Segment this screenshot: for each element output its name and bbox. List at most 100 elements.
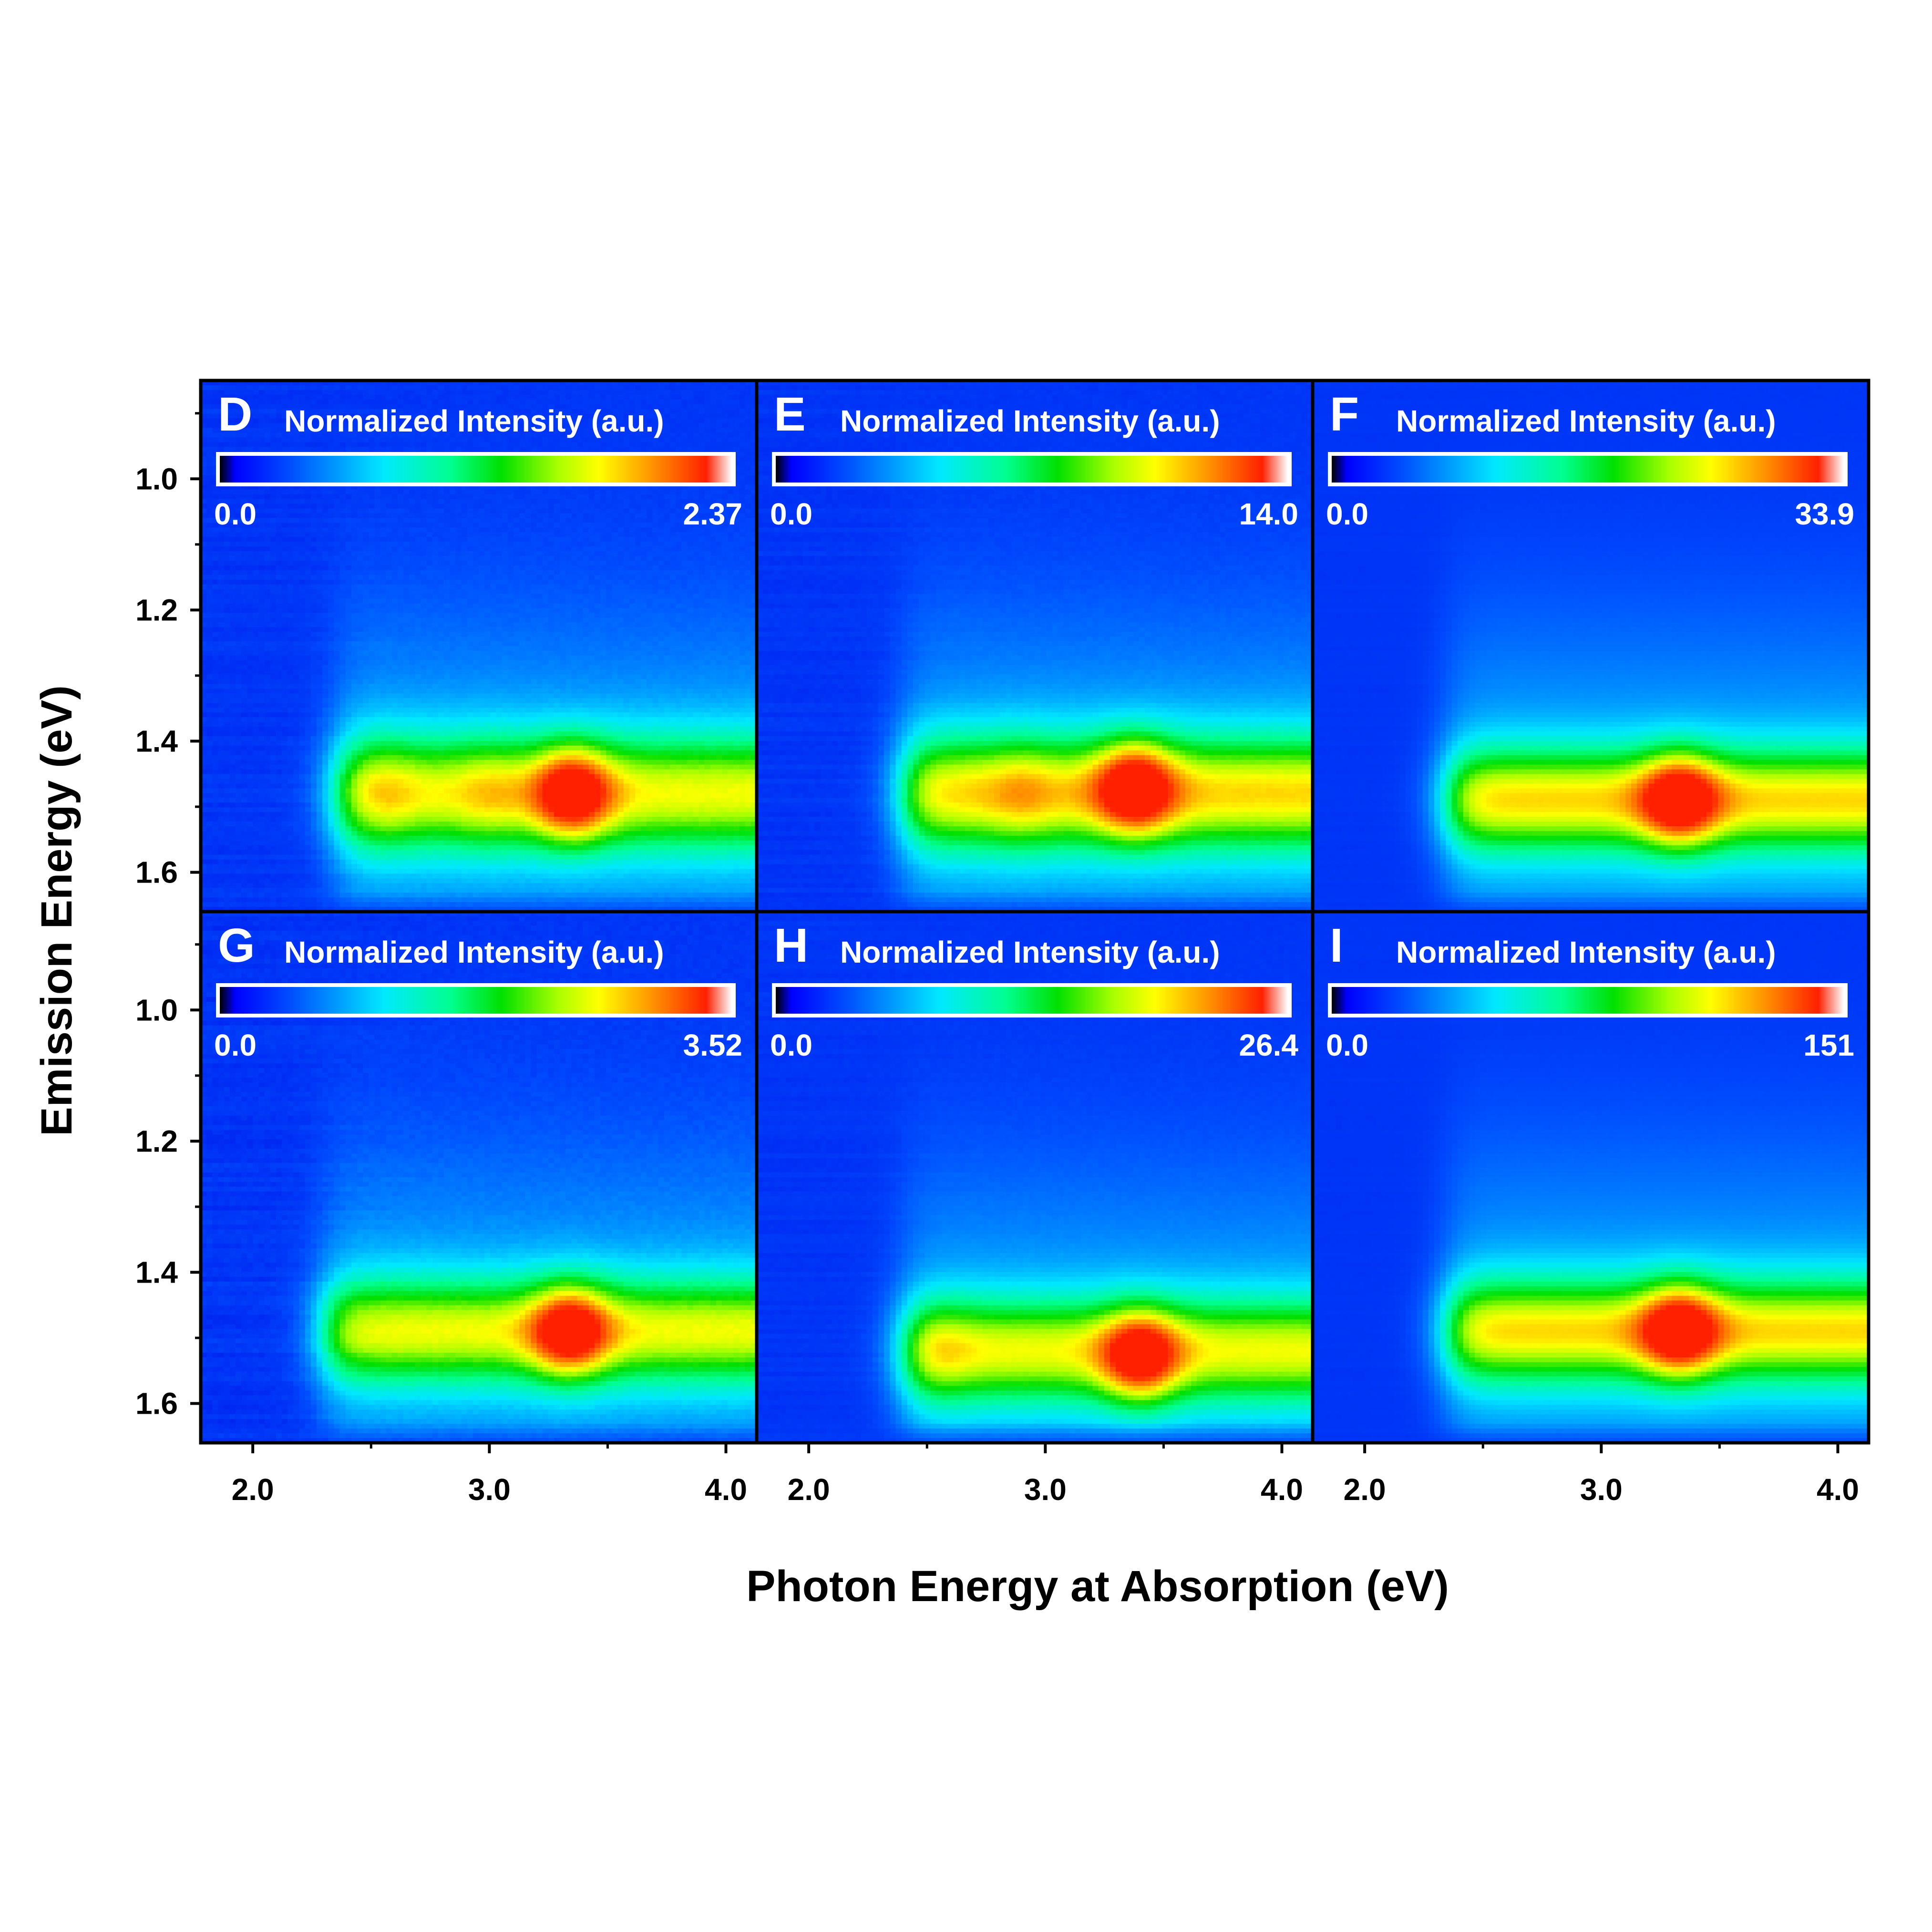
heatmap-cell <box>288 575 294 580</box>
heatmap-cell <box>525 532 531 537</box>
heatmap-cell <box>363 542 369 547</box>
heatmap-cell <box>664 570 670 575</box>
heatmap-cell <box>369 499 375 504</box>
heatmap-cell <box>479 622 485 627</box>
heatmap-cell <box>346 585 352 590</box>
heatmap-cell <box>658 542 665 547</box>
heatmap-cell <box>710 542 717 547</box>
heatmap-cell <box>595 523 601 528</box>
heatmap-cell <box>670 414 676 419</box>
heatmap-cell <box>676 428 682 433</box>
heatmap-cell <box>241 565 247 571</box>
heatmap-cell <box>467 594 473 599</box>
heatmap-cell <box>543 490 549 495</box>
heatmap-cell <box>409 442 415 447</box>
heatmap-cell <box>455 599 462 604</box>
heatmap-cell <box>612 575 618 580</box>
heatmap-cell <box>398 395 404 400</box>
heatmap-cell <box>514 494 520 500</box>
heatmap-cell <box>490 499 496 504</box>
heatmap-cell <box>740 419 746 424</box>
heatmap-cell <box>548 542 555 547</box>
heatmap-cell <box>687 532 693 537</box>
heatmap-cell <box>565 608 572 613</box>
heatmap-cell <box>293 442 299 447</box>
heatmap-cell <box>415 561 421 566</box>
heatmap-cell <box>206 518 213 523</box>
heatmap-cell <box>288 603 294 608</box>
heatmap-cell <box>658 585 665 590</box>
heatmap-cell <box>577 447 583 452</box>
heatmap-cell <box>479 532 485 537</box>
heatmap-cell <box>641 523 647 528</box>
heatmap-cell <box>299 499 305 504</box>
heatmap-cell <box>328 390 334 395</box>
heatmap-cell <box>745 475 751 481</box>
heatmap-cell <box>699 385 705 391</box>
heatmap-cell <box>398 546 404 552</box>
heatmap-cell <box>554 585 560 590</box>
heatmap-cell <box>560 518 566 523</box>
heatmap-cell <box>641 594 647 599</box>
heatmap-cell <box>670 523 676 528</box>
heatmap-cell <box>583 589 589 595</box>
heatmap-cell <box>531 551 537 556</box>
heatmap-cell <box>444 385 450 391</box>
heatmap-cell <box>398 447 404 452</box>
heatmap-cell <box>467 518 473 523</box>
heatmap-cell <box>363 490 369 495</box>
heatmap-cell <box>374 504 380 509</box>
heatmap-cell <box>369 608 375 613</box>
heatmap-cell <box>595 527 601 533</box>
heatmap-cell <box>710 565 717 571</box>
heatmap-cell <box>508 570 514 575</box>
heatmap-cell <box>270 514 277 519</box>
heatmap-cell <box>629 556 636 561</box>
heatmap-cell <box>206 551 213 556</box>
heatmap-cell <box>311 570 317 575</box>
heatmap-cell <box>450 589 456 595</box>
heatmap-cell <box>369 546 375 552</box>
heatmap-cell <box>340 537 346 542</box>
heatmap-cell <box>467 603 473 608</box>
heatmap-cell <box>305 546 311 552</box>
heatmap-cell <box>595 385 601 391</box>
heatmap-cell <box>525 556 531 561</box>
heatmap-cell <box>508 523 514 528</box>
heatmap-cell <box>543 575 549 580</box>
heatmap-cell <box>490 537 496 542</box>
heatmap-cell <box>514 442 520 447</box>
heatmap-cell <box>247 561 253 566</box>
heatmap-cell <box>693 447 699 452</box>
heatmap-cell <box>681 385 688 391</box>
heatmap-cell <box>369 523 375 528</box>
heatmap-cell <box>421 542 427 547</box>
heatmap-cell <box>699 599 705 604</box>
heatmap-cell <box>438 603 444 608</box>
heatmap-cell <box>455 603 462 608</box>
heatmap-cell <box>490 608 496 613</box>
heatmap-cell <box>421 580 427 585</box>
heatmap-cell <box>670 419 676 424</box>
heatmap-cell <box>398 523 404 528</box>
heatmap-cell <box>473 599 479 604</box>
heatmap-cell <box>745 518 751 523</box>
heatmap-cell <box>357 585 363 590</box>
heatmap-cell <box>293 542 299 547</box>
heatmap-cell <box>548 527 555 533</box>
heatmap-cell <box>647 556 653 561</box>
heatmap-cell <box>212 542 218 547</box>
heatmap-cell <box>554 442 560 447</box>
heatmap-cell <box>398 622 404 627</box>
heatmap-cell <box>508 589 514 595</box>
heatmap-cell <box>676 551 682 556</box>
heatmap-cell <box>548 447 555 452</box>
heatmap-cell <box>612 551 618 556</box>
heatmap-cell <box>334 565 340 571</box>
heatmap-cell <box>398 499 404 504</box>
heatmap-cell <box>502 556 508 561</box>
heatmap-cell <box>276 537 282 542</box>
heatmap-cell <box>340 509 346 514</box>
heatmap-cell <box>589 603 595 608</box>
heatmap-cell <box>484 542 491 547</box>
